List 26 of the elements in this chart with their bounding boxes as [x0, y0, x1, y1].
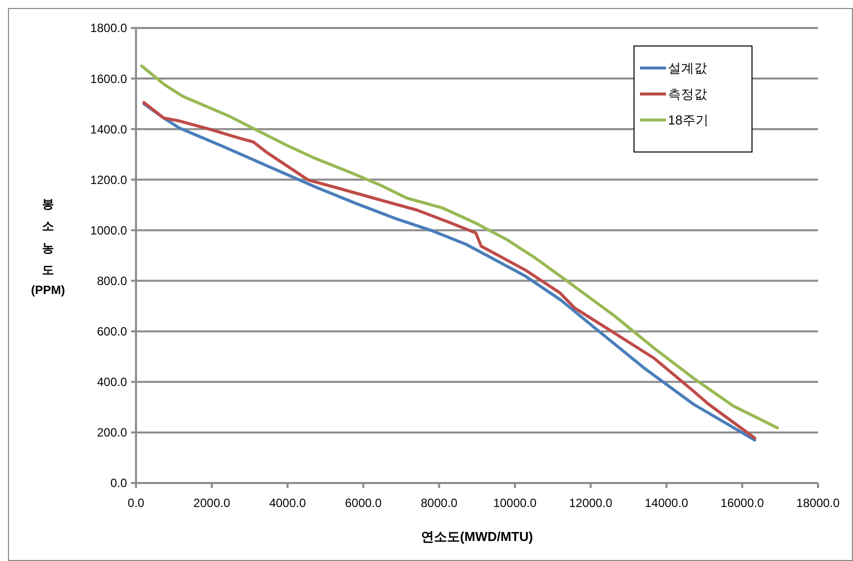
- x-tick-label: 2000.0: [193, 496, 230, 510]
- x-tick-label: 16000.0: [720, 496, 764, 510]
- y-tick-label: 1200.0: [90, 172, 128, 187]
- x-tick-label: 0.0: [128, 496, 145, 510]
- y-tick-label: 800.0: [96, 274, 128, 288]
- y-tick-label: 200.0: [96, 426, 128, 440]
- y-tick-label: 1000.0: [90, 223, 128, 238]
- y-tick-label: 1800.0: [90, 21, 128, 36]
- legend-label: 측정값: [668, 86, 707, 102]
- x-axis-title: 연소도(MWD/MTU): [421, 529, 533, 544]
- y-tick-label: 0.0: [110, 476, 128, 490]
- x-tick-label: 8000.0: [420, 496, 458, 510]
- x-tick-label: 4000.0: [269, 496, 306, 510]
- x-tick-label: 10000.0: [493, 496, 537, 510]
- y-tick-label: 400.0: [96, 375, 128, 390]
- x-tick-label: 14000.0: [644, 496, 688, 510]
- x-tick-label: 6000.0: [344, 496, 382, 510]
- y-axis-title: 봉소농도(PPM): [31, 197, 65, 297]
- legend-label: 설계값: [668, 60, 707, 76]
- x-tick-label: 12000.0: [568, 496, 613, 510]
- y-tick-label: 1600.0: [90, 72, 128, 86]
- line-series: [140, 64, 779, 430]
- y-tick-label: 600.0: [96, 324, 128, 339]
- x-tick-label: 18000.0: [796, 496, 840, 510]
- legend-label: 18주기: [668, 112, 708, 128]
- y-tick-label: 1400.0: [90, 122, 128, 136]
